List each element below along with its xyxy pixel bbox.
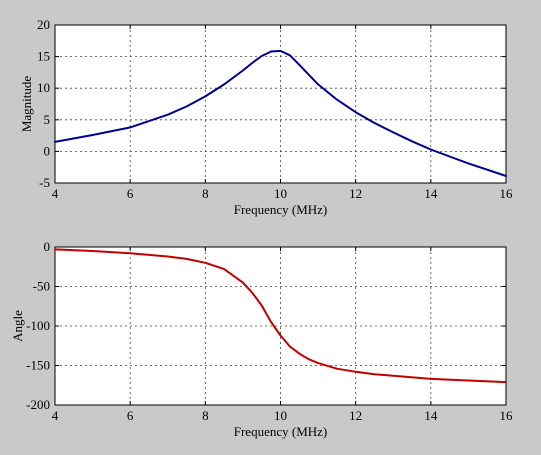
angle-x-tick-label: 14	[424, 408, 438, 423]
angle-y-tick-label: -200	[26, 397, 50, 412]
magnitude-y-tick-label: -5	[39, 175, 50, 190]
magnitude-y-tick-label: 15	[37, 49, 50, 64]
magnitude-x-tick-label: 14	[424, 186, 438, 201]
magnitude-x-tick-label: 4	[52, 186, 59, 201]
magnitude-y-tick-label: 10	[37, 80, 50, 95]
magnitude-x-tick-label: 10	[274, 186, 287, 201]
angle-x-tick-label: 6	[127, 408, 134, 423]
magnitude-x-tick-label: 16	[500, 186, 514, 201]
angle-plot: 4 6 8 10 12 14 16 -200 -150 -100 -50 0 Frequency (MH…	[10, 239, 513, 439]
angle-y-tick-label: 0	[44, 239, 51, 254]
angle-x-tick-label: 4	[52, 408, 59, 423]
magnitude-y-tick-label: 5	[44, 112, 51, 127]
angle-y-tick-label: -150	[26, 358, 50, 373]
angle-y-tick-label: -100	[26, 318, 50, 333]
magnitude-x-tick-label: 12	[349, 186, 362, 201]
magnitude-y-tick-label: 0	[44, 143, 51, 158]
angle-x-tick-label: 8	[202, 408, 209, 423]
magnitude-series-line	[54, 49, 507, 177]
magnitude-x-tick-label: 8	[202, 186, 209, 201]
magnitude-x-axis-label: Frequency (MHz)	[234, 202, 328, 217]
magnitude-axes-frame	[54, 24, 507, 184]
angle-x-tick-label: 10	[274, 408, 287, 423]
magnitude-y-axis-label: Magnitude	[19, 76, 34, 133]
angle-x-tick-label: 12	[349, 408, 362, 423]
angle-y-axis-label: Angle	[10, 310, 25, 342]
angle-series-line	[54, 248, 507, 384]
magnitude-x-tick-label: 6	[127, 186, 134, 201]
angle-x-axis-label: Frequency (MHz)	[234, 424, 328, 439]
angle-x-tick-label: 16	[500, 408, 514, 423]
magnitude-plot: 4 6 8 10 12 14 16 -5 0 5 10 15 20 Frequency (MHz) Magn…	[19, 17, 513, 217]
angle-y-tick-label: -50	[33, 279, 50, 294]
magnitude-y-tick-label: 20	[37, 17, 50, 32]
